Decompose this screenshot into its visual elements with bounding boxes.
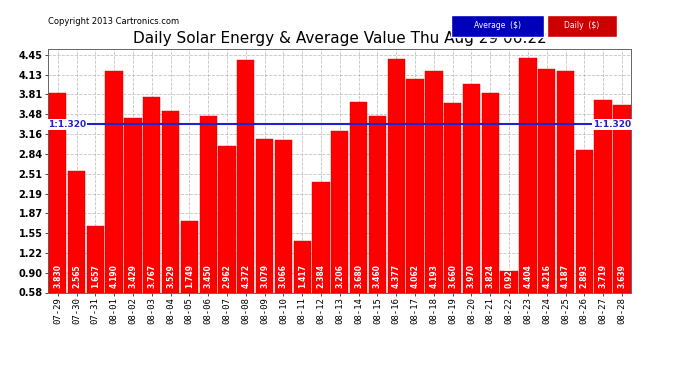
Bar	[124, 118, 141, 292]
Text: 3.824: 3.824	[486, 264, 495, 288]
Text: 4.404: 4.404	[524, 264, 533, 288]
Text: 1.749: 1.749	[185, 264, 194, 288]
Bar	[613, 105, 631, 292]
Bar	[388, 59, 405, 292]
Text: Average  ($): Average ($)	[474, 21, 521, 30]
Bar	[313, 182, 330, 292]
FancyBboxPatch shape	[546, 15, 617, 37]
Text: 3.830: 3.830	[53, 264, 62, 288]
Text: 2.893: 2.893	[580, 264, 589, 288]
Text: 4.377: 4.377	[392, 264, 401, 288]
Text: 3.970: 3.970	[467, 264, 476, 288]
Text: 2.565: 2.565	[72, 265, 81, 288]
Bar	[368, 116, 386, 292]
Bar	[406, 79, 424, 292]
Bar	[350, 102, 367, 292]
Text: 4.193: 4.193	[429, 264, 438, 288]
Text: 4.372: 4.372	[241, 264, 250, 288]
Bar	[575, 150, 593, 292]
Text: 0.928: 0.928	[504, 264, 513, 288]
Bar	[482, 93, 499, 292]
Text: 1.657: 1.657	[91, 264, 100, 288]
Text: 1.417: 1.417	[297, 264, 307, 288]
Bar	[87, 226, 104, 292]
Bar	[557, 71, 574, 292]
Bar	[463, 84, 480, 292]
Text: 4.187: 4.187	[561, 264, 570, 288]
Bar	[68, 171, 85, 292]
Bar	[595, 100, 612, 292]
Text: 2.384: 2.384	[317, 264, 326, 288]
Text: 3.680: 3.680	[354, 264, 363, 288]
Text: 3.450: 3.450	[204, 264, 213, 288]
Text: 3.079: 3.079	[260, 264, 269, 288]
Text: 3.206: 3.206	[335, 264, 344, 288]
Bar	[256, 139, 273, 292]
Text: 1:1.320: 1:1.320	[593, 120, 631, 129]
Bar	[538, 69, 555, 292]
Text: 3.429: 3.429	[128, 264, 137, 288]
Text: 3.660: 3.660	[448, 264, 457, 288]
Bar	[520, 58, 537, 292]
Bar	[199, 116, 217, 292]
Bar	[106, 71, 123, 292]
Bar	[143, 97, 160, 292]
Text: 4.062: 4.062	[411, 264, 420, 288]
Bar	[444, 104, 462, 292]
Text: Copyright 2013 Cartronics.com: Copyright 2013 Cartronics.com	[48, 17, 179, 26]
Text: 4.216: 4.216	[542, 264, 551, 288]
Bar	[425, 70, 442, 292]
Text: 1:1.320: 1:1.320	[48, 120, 86, 129]
Text: 4.190: 4.190	[110, 264, 119, 288]
Bar	[162, 111, 179, 292]
Title: Daily Solar Energy & Average Value Thu Aug 29 06:22: Daily Solar Energy & Average Value Thu A…	[133, 31, 546, 46]
FancyBboxPatch shape	[451, 15, 544, 37]
Bar	[181, 221, 198, 292]
Text: 3.719: 3.719	[599, 264, 608, 288]
Text: 2.962: 2.962	[222, 264, 231, 288]
Bar	[49, 93, 66, 292]
Text: 3.639: 3.639	[618, 264, 627, 288]
Bar	[500, 271, 518, 292]
Bar	[237, 60, 255, 292]
Bar	[331, 131, 348, 292]
Text: 3.460: 3.460	[373, 264, 382, 288]
Text: Daily  ($): Daily ($)	[564, 21, 600, 30]
Bar	[275, 140, 292, 292]
Bar	[218, 146, 235, 292]
Text: 3.529: 3.529	[166, 264, 175, 288]
Bar	[293, 241, 311, 292]
Text: 3.767: 3.767	[147, 264, 156, 288]
Text: 3.066: 3.066	[279, 264, 288, 288]
